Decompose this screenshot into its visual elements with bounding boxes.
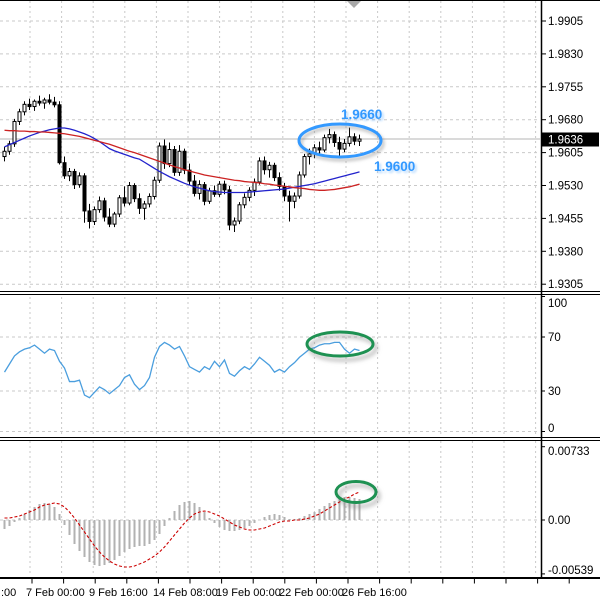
support-level-label[interactable]: 1.9600 xyxy=(374,159,415,174)
svg-text:1.9455: 1.9455 xyxy=(548,213,583,225)
svg-text:1.9605: 1.9605 xyxy=(548,148,583,160)
svg-text:0.00: 0.00 xyxy=(548,515,570,527)
svg-text:1.9830: 1.9830 xyxy=(548,49,583,61)
svg-text:70: 70 xyxy=(548,332,561,344)
chart-shift-marker-icon[interactable] xyxy=(347,1,361,8)
svg-text:7 Feb 00:00: 7 Feb 00:00 xyxy=(26,587,85,599)
svg-text:-0.00539: -0.00539 xyxy=(548,565,593,577)
svg-text:26 Feb 16:00: 26 Feb 16:00 xyxy=(342,587,407,599)
annotation-layer: 1.9660 1.9600 xyxy=(297,1,415,504)
price-consolidation-ellipse[interactable] xyxy=(297,122,383,159)
svg-text:14 Feb 08:00: 14 Feb 08:00 xyxy=(153,587,218,599)
svg-text:19 Feb 00:00: 19 Feb 00:00 xyxy=(216,587,281,599)
macd-highlight-ellipse[interactable] xyxy=(334,480,378,504)
svg-text:1.9380: 1.9380 xyxy=(548,246,583,258)
current-price-tag-background xyxy=(542,132,599,147)
svg-text:1.9305: 1.9305 xyxy=(548,279,583,291)
current-price-value: 1.9636 xyxy=(548,135,583,147)
svg-text:1.9680: 1.9680 xyxy=(548,115,583,127)
svg-text:1.9755: 1.9755 xyxy=(548,82,583,94)
rsi-highlight-ellipse[interactable] xyxy=(305,330,375,358)
svg-text:1.9530: 1.9530 xyxy=(548,181,583,193)
svg-text:30: 30 xyxy=(548,386,561,398)
current-price-tag[interactable]: 1.9636 xyxy=(542,132,599,147)
svg-text::00: :00 xyxy=(1,587,16,599)
svg-text:0: 0 xyxy=(548,423,554,435)
svg-text:22 Feb 00:00: 22 Feb 00:00 xyxy=(279,587,344,599)
resistance-level-label[interactable]: 1.9660 xyxy=(341,107,382,122)
svg-text:0.00733: 0.00733 xyxy=(548,446,590,458)
svg-text:1.9905: 1.9905 xyxy=(548,16,583,28)
svg-text:100: 100 xyxy=(548,298,567,310)
svg-text:9 Feb 16:00: 9 Feb 16:00 xyxy=(89,587,148,599)
